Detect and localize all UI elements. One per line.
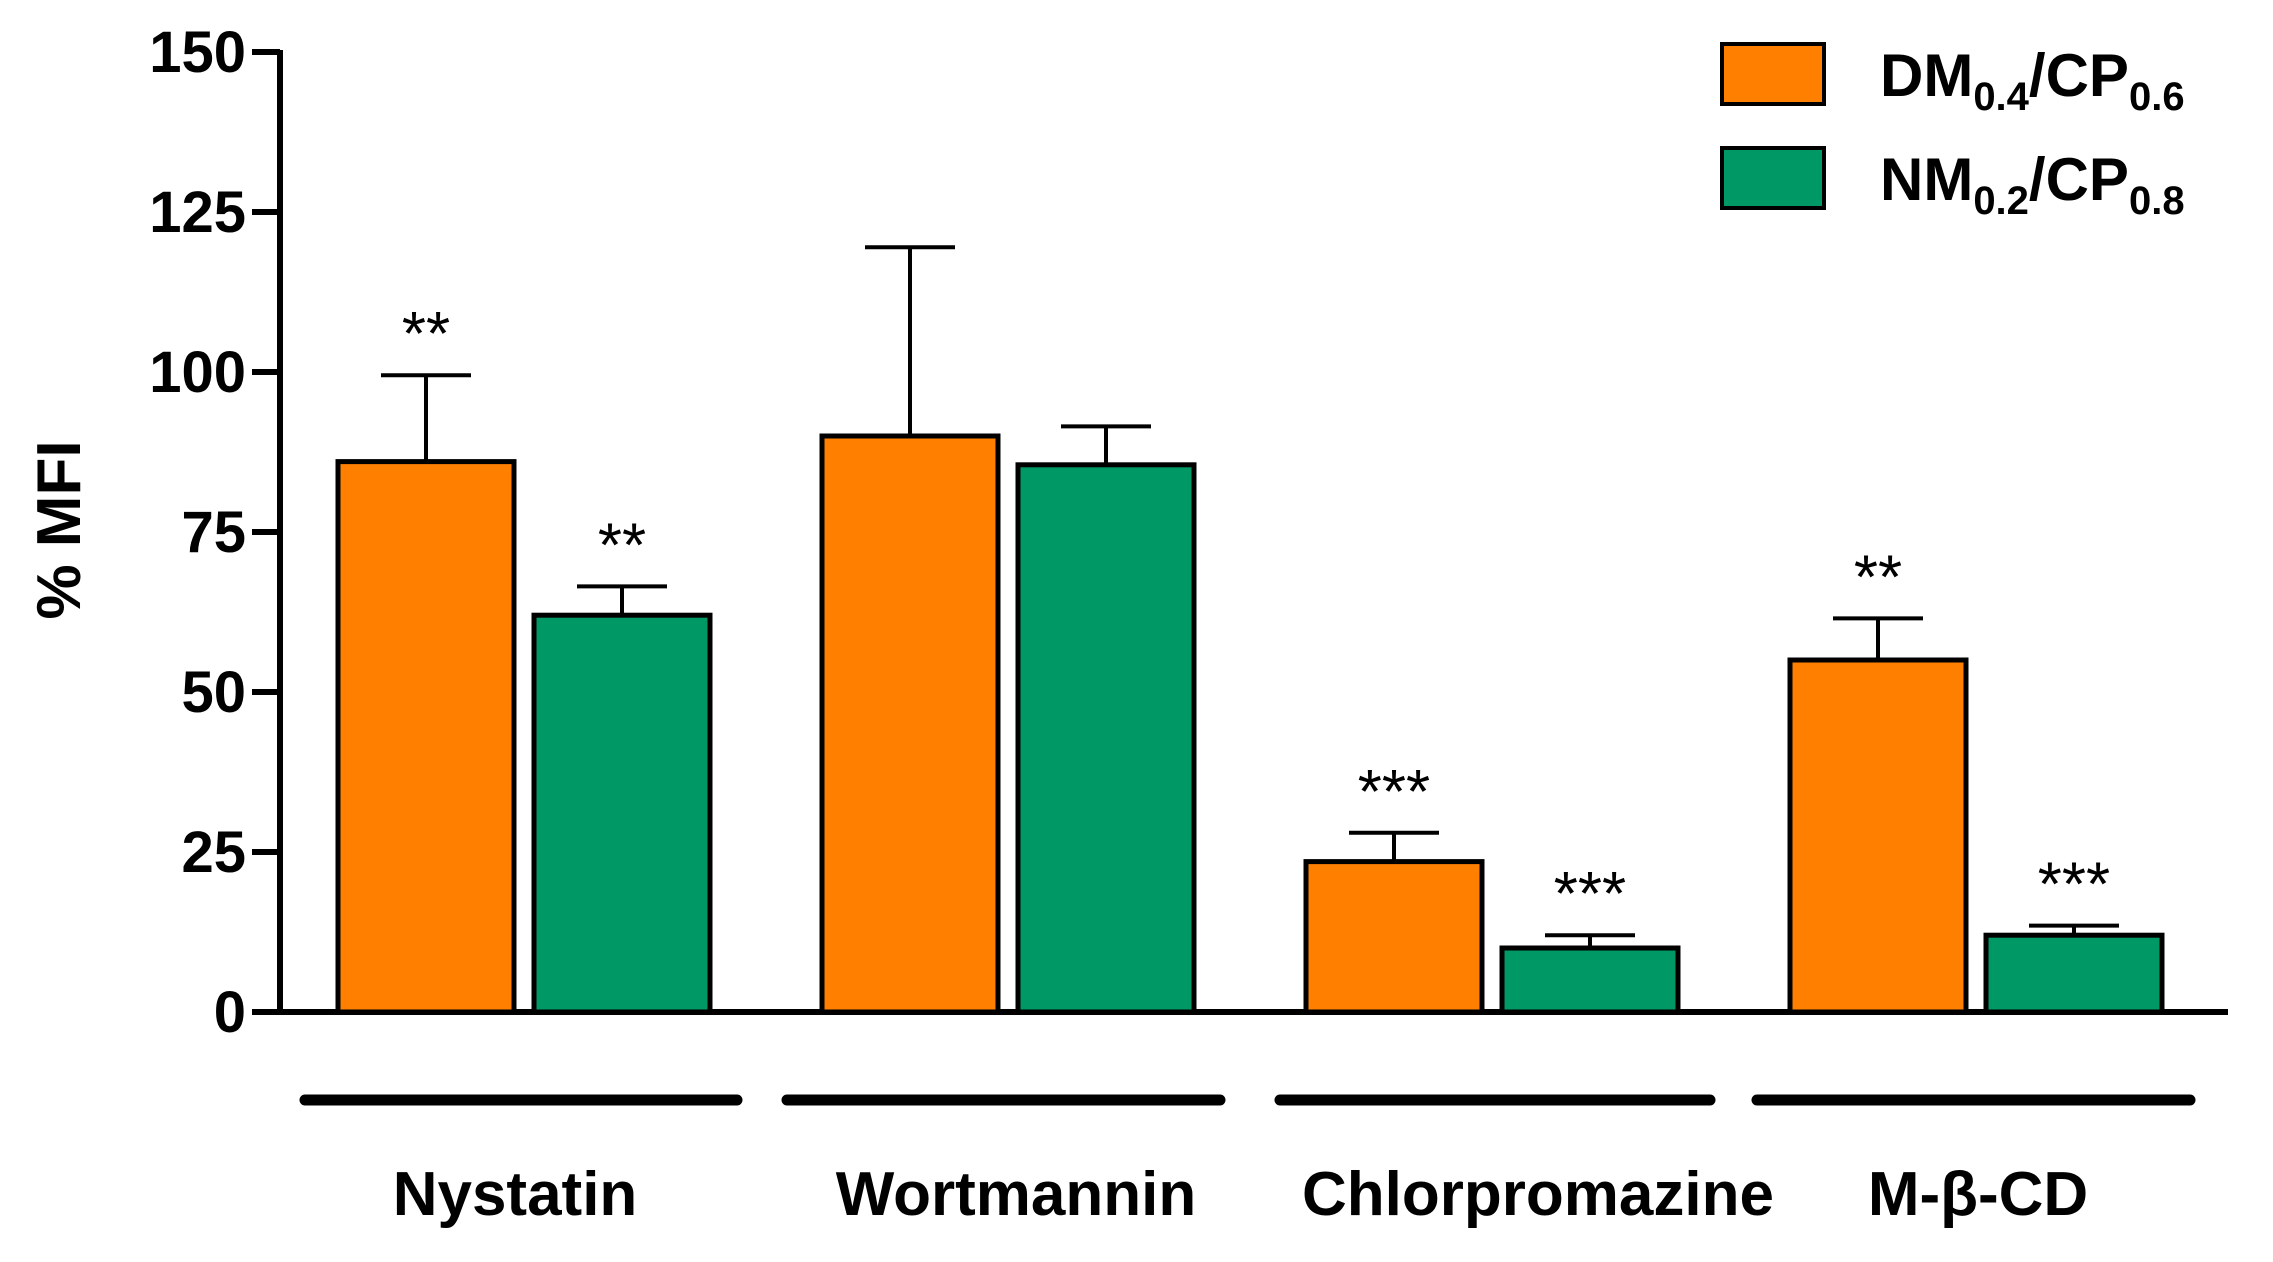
legend-label-series-1-part-1: DM [1880, 42, 1973, 109]
legend-label-series-2-sub-1: 0.2 [1973, 179, 2029, 223]
category-label: Chlorpromazine [1302, 1160, 1774, 1229]
y-tick-label: 100 [149, 340, 246, 405]
significance-marker: ** [598, 511, 646, 580]
bar-1 [819, 433, 1001, 1015]
category-groups: Nystatin Wortmannin Chlorpromazine M-β-CD [299, 1094, 2196, 1229]
legend-label-series-2-part-2: /CP [2029, 146, 2129, 213]
significance-marker: ** [1854, 543, 1902, 612]
bar-2 [1015, 462, 1197, 1015]
legend-label-series-1-sub-1: 0.4 [1973, 75, 2029, 119]
significance-marker: *** [1554, 860, 1626, 929]
legend-label-series-2-part-1: NM [1880, 146, 1973, 213]
category-label: Nystatin [393, 1160, 638, 1229]
bar-2 [531, 612, 713, 1015]
significance-marker: *** [2038, 851, 2110, 920]
category-label: M-β-CD [1868, 1160, 2088, 1229]
legend-label-series-1: DM0.4/CP0.6 [1880, 42, 2185, 119]
legend: DM0.4/CP0.6 NM0.2/CP0.8 [1720, 42, 2185, 223]
bar-1 [1303, 859, 1485, 1015]
legend-swatch-series-2 [1720, 146, 1826, 210]
significance-marker: ** [402, 300, 450, 369]
legend-label-series-1-sub-2: 0.6 [2129, 75, 2185, 119]
y-tick-label: 150 [149, 20, 246, 85]
bar-1 [1787, 657, 1969, 1015]
bar-2 [1499, 945, 1681, 1015]
significance-marker: *** [1358, 758, 1430, 827]
legend-label-series-2: NM0.2/CP0.8 [1880, 146, 2185, 223]
bars: *************** [335, 245, 2165, 1015]
y-tick-label: 75 [181, 500, 246, 565]
y-tick-label: 0 [214, 980, 246, 1045]
legend-label-series-1-part-2: /CP [2029, 42, 2129, 109]
bar-2 [1983, 932, 2165, 1015]
y-tick-label: 25 [181, 820, 246, 885]
legend-label-series-2-sub-2: 0.8 [2129, 179, 2185, 223]
category-label: Wortmannin [836, 1160, 1197, 1229]
legend-swatch-series-1 [1720, 42, 1826, 106]
y-tick-label: 50 [181, 660, 246, 725]
y-axis-label: % MFI [25, 440, 94, 619]
bar-1 [335, 459, 517, 1015]
y-tick-label: 125 [149, 180, 246, 245]
